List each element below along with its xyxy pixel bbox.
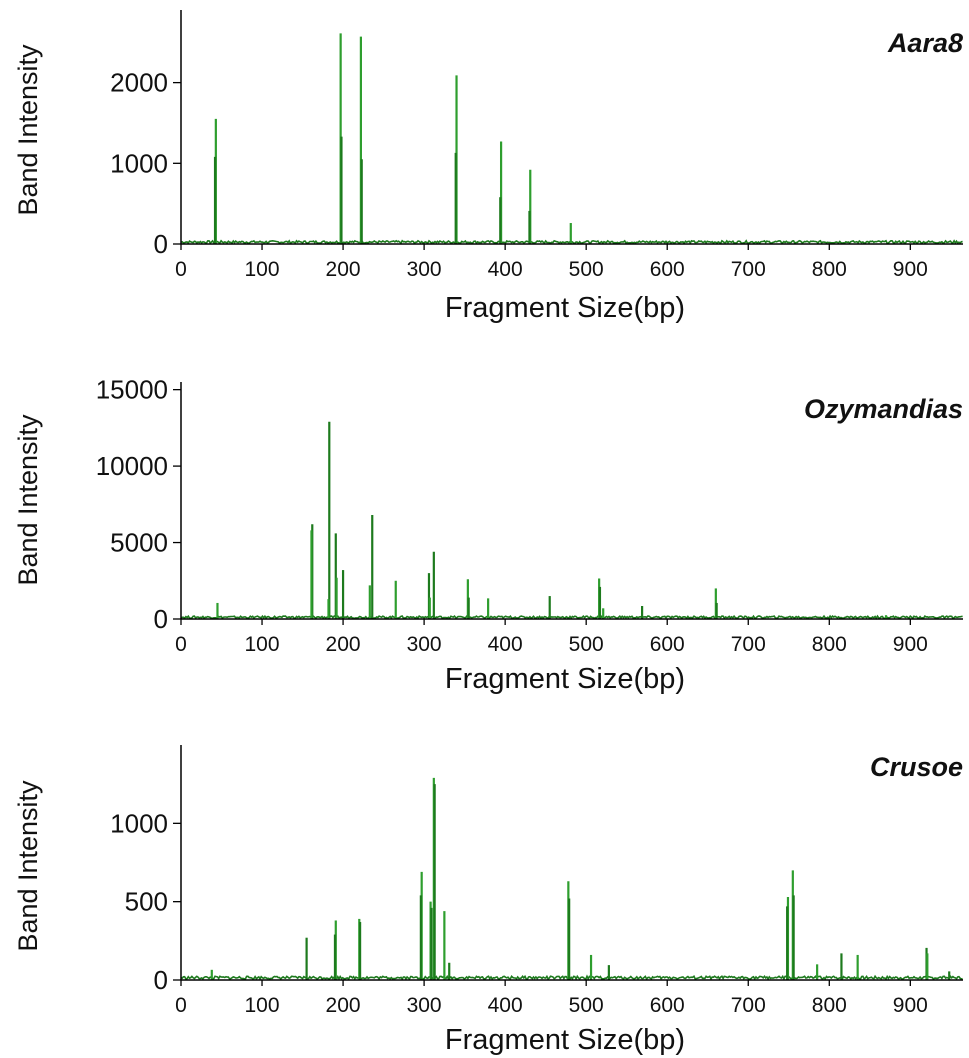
x-tick-label: 900 (893, 258, 928, 281)
x-tick-label: 600 (650, 994, 685, 1017)
chart-panel-ozymandias: 0 100 200 300 400 500 600 700 800 900 0 5000 10000 15… (13, 375, 963, 695)
x-tick-label: 0 (175, 994, 187, 1017)
y-axis-label: Band Intensity (13, 780, 43, 952)
y-axis-label: Band Intensity (13, 44, 43, 216)
y-axis-label: Band Intensity (13, 414, 43, 586)
x-tick-label: 700 (731, 633, 766, 656)
x-tick-label: 600 (650, 633, 685, 656)
y-tick-label: 0 (154, 965, 168, 995)
y-tick-label: 0 (154, 229, 168, 259)
x-tick-label: 500 (569, 633, 604, 656)
x-tick-label: 200 (326, 994, 361, 1017)
panel-title: Ozymandias (804, 394, 963, 424)
x-tick-label: 100 (245, 994, 280, 1017)
x-tick-label: 700 (731, 258, 766, 281)
x-tick-label: 0 (175, 633, 187, 656)
y-tick-label: 1000 (110, 148, 168, 178)
y-tick-label: 10000 (96, 451, 168, 481)
x-tick-label: 400 (488, 258, 523, 281)
x-tick-label: 700 (731, 994, 766, 1017)
panel-title: Aara8 (887, 28, 963, 58)
x-tick-label: 200 (326, 258, 361, 281)
x-tick-label: 300 (407, 633, 442, 656)
x-tick-label: 100 (245, 258, 280, 281)
baseline-trace (180, 974, 963, 981)
y-tick-label: 500 (125, 887, 168, 917)
y-tick-label: 15000 (96, 375, 168, 405)
x-tick-label: 300 (407, 258, 442, 281)
x-tick-label: 600 (650, 258, 685, 281)
y-tick-label: 2000 (110, 68, 168, 98)
x-axis-label: Fragment Size(bp) (445, 663, 685, 695)
x-tick-label: 900 (893, 994, 928, 1017)
chart-panel-crusoe: 0 100 200 300 400 500 600 700 800 900 0 500 1000 Frag… (13, 745, 963, 1056)
x-tick-label: 200 (326, 633, 361, 656)
x-tick-label: 300 (407, 994, 442, 1017)
y-tick-label: 1000 (110, 808, 168, 838)
x-tick-label: 800 (812, 633, 847, 656)
x-axis-label: Fragment Size(bp) (445, 292, 685, 324)
x-tick-label: 400 (488, 633, 523, 656)
x-tick-label: 400 (488, 994, 523, 1017)
x-tick-label: 500 (569, 994, 604, 1017)
x-tick-label: 800 (812, 994, 847, 1017)
panel-title: Crusoe (870, 752, 963, 782)
x-tick-label: 500 (569, 258, 604, 281)
x-tick-label: 800 (812, 258, 847, 281)
x-tick-label: 0 (175, 258, 187, 281)
x-tick-label: 900 (893, 633, 928, 656)
y-tick-label: 0 (154, 604, 168, 634)
y-tick-label: 5000 (110, 528, 168, 558)
chart-panel-aara8: 0 100 200 300 400 500 600 700 800 900 0 1000 2000 Fra… (13, 10, 963, 324)
x-axis-label: Fragment Size(bp) (445, 1024, 685, 1056)
x-tick-label: 100 (245, 633, 280, 656)
baseline-trace (180, 614, 963, 620)
